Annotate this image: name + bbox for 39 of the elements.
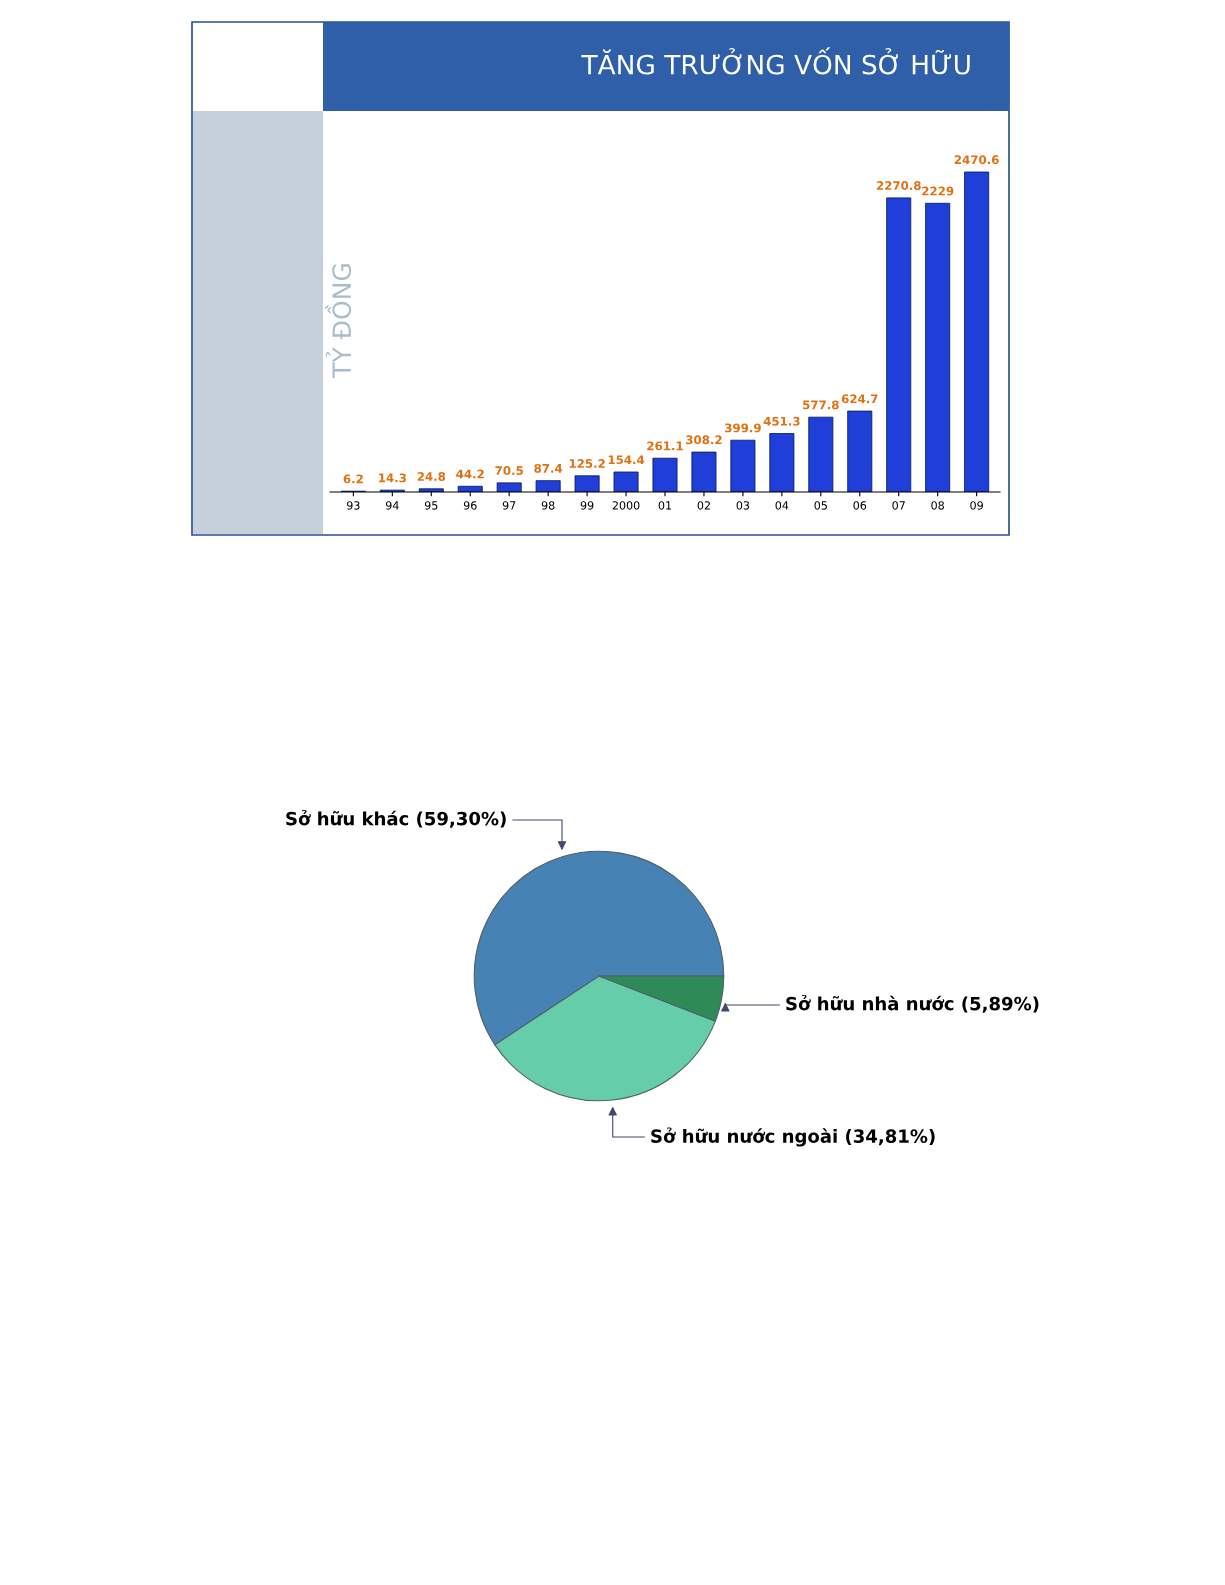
data-label: 125.2 (569, 459, 605, 468)
data-label: 154.4 (608, 455, 645, 465)
data-label: 44.2 (456, 469, 484, 479)
data-label: 2229 (922, 186, 954, 196)
data-label: 87.4 (534, 463, 563, 473)
data-label: 70.5 (495, 466, 523, 476)
slice-label: Sở hữu nhà nước (5,89%) (786, 994, 1039, 1013)
x-tick-label: 02 (697, 501, 710, 510)
x-tick-label: 03 (736, 501, 750, 510)
data-label: 624.7 (841, 394, 878, 404)
y-axis-title: TỶ ĐỒNG (325, 264, 352, 378)
x-tick-label: 93 (347, 501, 360, 510)
x-tick-label: 98 (541, 501, 555, 510)
slice-label: Sở hữu nước ngoài (34,81%) (651, 1127, 935, 1147)
data-label: 399.9 (725, 423, 761, 433)
data-label: 577.8 (803, 400, 839, 410)
slice-label: Sở hữu khác (59,30%) (286, 809, 506, 828)
data-label: 14.3 (379, 473, 406, 483)
data-label: 2470.6 (954, 155, 999, 165)
x-tick-label: 2000 (612, 501, 640, 510)
x-tick-label: 97 (502, 501, 516, 510)
x-tick-label: 04 (775, 501, 789, 510)
x-tick-label: 99 (580, 501, 594, 510)
x-tick-label: 01 (658, 501, 672, 510)
data-label: 261.1 (647, 441, 683, 451)
x-tick-label: 07 (892, 501, 905, 510)
chart-title: TĂNG TRƯỞNG VỐN SỞ HỮU (581, 47, 970, 75)
x-tick-label: 06 (853, 501, 867, 510)
data-label: 2270.8 (876, 181, 921, 191)
data-label: 451.3 (763, 416, 800, 426)
x-tick-label: 96 (463, 501, 477, 510)
data-label: 308.2 (686, 435, 722, 445)
data-label: 24.8 (417, 472, 446, 481)
x-tick-label: 94 (385, 501, 399, 510)
data-label: 6.2 (343, 474, 363, 484)
x-tick-label: 05 (814, 501, 827, 510)
x-tick-label: 08 (931, 501, 944, 510)
x-tick-label: 09 (970, 501, 983, 510)
x-tick-label: 95 (424, 501, 438, 510)
